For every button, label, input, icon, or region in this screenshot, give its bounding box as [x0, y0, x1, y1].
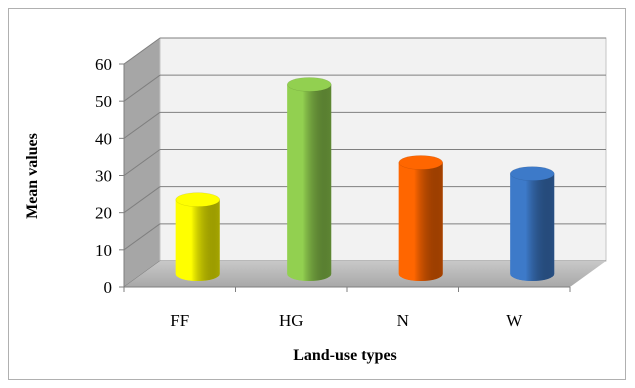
bar-shade [175, 199, 220, 282]
bar-shade [287, 84, 332, 282]
gridline-side [123, 223, 161, 251]
x-axis-title: Land-use types [293, 347, 397, 364]
bar-top [287, 77, 332, 92]
bars [175, 77, 555, 282]
x-tick-label: W [506, 311, 523, 330]
y-tick-label: 50 [95, 92, 112, 111]
y-axis-title: Mean values [24, 133, 41, 219]
bar-shade [510, 173, 555, 282]
chart-floor [124, 261, 606, 287]
y-tick-label: 10 [95, 241, 112, 260]
floor-plane [124, 261, 606, 287]
x-tick-label: HG [279, 311, 304, 330]
gridline-side [123, 74, 161, 102]
x-tick-label: N [397, 311, 409, 330]
bar-ff [175, 192, 220, 282]
bar-w [510, 166, 555, 282]
bar-shade [398, 162, 443, 282]
y-tick-label: 30 [95, 167, 112, 186]
y-tick-label: 0 [104, 278, 113, 297]
bar-hg [287, 77, 332, 282]
bar-top [398, 155, 443, 170]
bar-n [398, 155, 443, 282]
x-tick-label: FF [170, 311, 189, 330]
gridline-side [123, 186, 161, 214]
bar-top [510, 166, 555, 181]
gridline-side [123, 111, 161, 139]
axes [119, 63, 571, 292]
bar-top [175, 192, 220, 207]
gridline-side [123, 37, 161, 65]
x-tick-labels: FF HG N W [170, 311, 523, 330]
gridline-side [123, 149, 161, 176]
y-tick-label: 20 [95, 204, 112, 223]
y-tick-label: 60 [95, 55, 112, 74]
y-tick-label: 40 [95, 129, 112, 148]
y-tick-labels: 0 10 20 30 40 50 60 [95, 55, 112, 297]
